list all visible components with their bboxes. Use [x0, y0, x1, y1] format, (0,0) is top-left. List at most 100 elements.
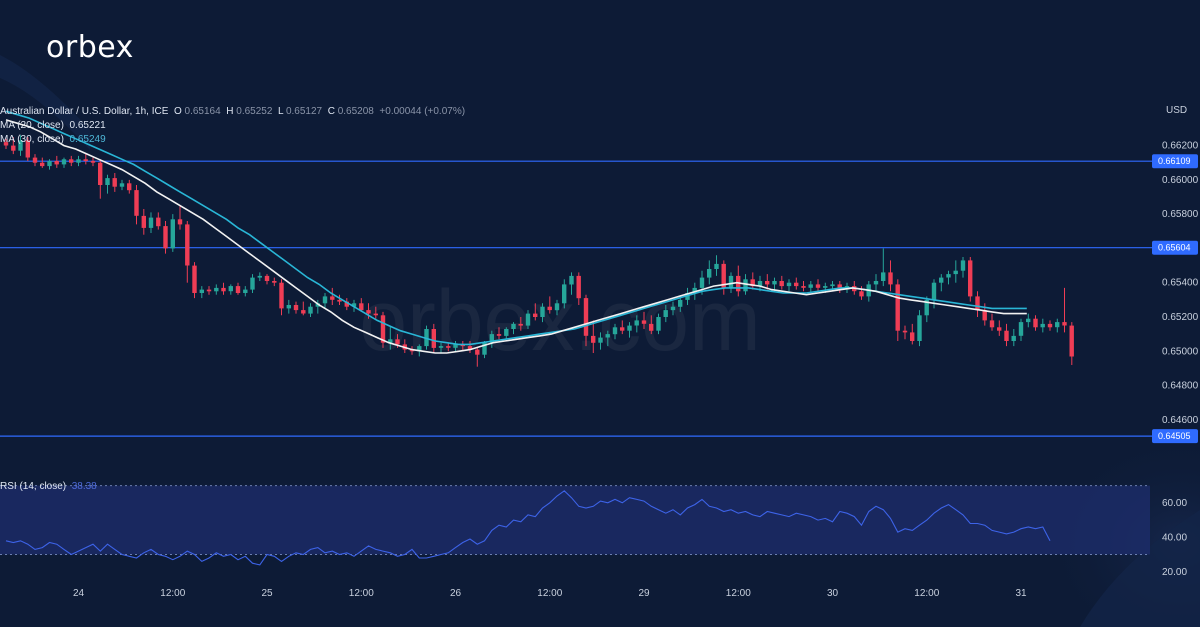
candle-body	[127, 183, 132, 191]
candle-body	[1069, 325, 1074, 357]
price-level-label: 0.65604	[1158, 243, 1191, 253]
candle-body	[533, 313, 538, 317]
time-axis-tick: 31	[1015, 588, 1027, 599]
time-axis-tick: 12:00	[914, 588, 939, 599]
candle-body	[47, 161, 52, 167]
rsi-axis-tick: 60.00	[1162, 498, 1187, 509]
candle-body	[496, 334, 502, 336]
price-axis-tick: 0.65000	[1162, 346, 1199, 357]
candle	[446, 342, 451, 352]
price-axis-tick: 0.64800	[1162, 381, 1199, 392]
candle	[47, 159, 52, 170]
candle	[156, 212, 161, 230]
candle	[264, 274, 270, 285]
candle-body	[620, 327, 625, 331]
candle-body	[598, 337, 603, 343]
candle-body	[286, 305, 291, 309]
candle	[888, 260, 893, 292]
time-axis-tick: 12:00	[537, 588, 562, 599]
candle	[591, 320, 596, 353]
candle-body	[243, 289, 248, 293]
candle-body	[322, 296, 328, 304]
candle-body	[997, 327, 1002, 331]
legend-c-label: C	[327, 106, 335, 117]
candle	[685, 287, 690, 305]
candle-body	[395, 339, 400, 345]
candle	[388, 325, 393, 350]
candle	[721, 260, 726, 295]
candle-body	[221, 287, 226, 292]
candle-body	[366, 310, 371, 314]
candle-body	[699, 277, 705, 288]
candle-body	[1040, 323, 1045, 328]
candle	[431, 323, 436, 353]
candle	[32, 154, 38, 167]
candle-body	[453, 344, 458, 348]
candle-body	[3, 142, 9, 146]
candle-body	[330, 296, 335, 300]
candle	[11, 137, 16, 155]
candle	[1040, 318, 1045, 333]
candle	[649, 315, 654, 335]
candle-body	[591, 335, 596, 343]
legend-h-value: 0.65252	[236, 106, 273, 117]
candle	[1047, 320, 1053, 331]
candle	[946, 270, 951, 285]
candle	[460, 341, 465, 352]
price-axis-tick: 0.66200	[1162, 141, 1199, 152]
candle	[235, 282, 241, 295]
candle	[337, 294, 342, 305]
rsi-band	[0, 485, 1150, 555]
price-level-label: 0.66109	[1158, 156, 1191, 166]
candle-body	[772, 281, 777, 285]
candle-body	[605, 334, 610, 338]
time-axis-tick: 12:00	[349, 588, 374, 599]
candle-body	[489, 334, 494, 343]
candle	[90, 157, 96, 167]
price-level-tag	[1152, 240, 1198, 255]
candle-body	[61, 159, 67, 165]
background-ribbon	[1080, 510, 1200, 627]
candle	[25, 137, 30, 161]
legend-l-value: 0.65127	[285, 106, 323, 117]
candle	[272, 277, 277, 287]
candle	[910, 323, 915, 345]
candle-body	[670, 306, 676, 311]
legend-change: +0.00044 (+0.07%)	[379, 106, 466, 117]
candle-body	[308, 306, 313, 314]
candle	[533, 303, 538, 321]
candle	[438, 342, 444, 353]
legend-rsi-label: RSI (14, close)	[0, 481, 67, 492]
candle	[61, 157, 67, 168]
candle-body	[156, 217, 161, 227]
candle-body	[511, 323, 516, 329]
candle	[518, 317, 523, 331]
candle-body	[1018, 322, 1024, 336]
legend-ma20-label: MA (20, close)	[0, 120, 64, 131]
candle-body	[279, 282, 284, 309]
candle	[482, 341, 487, 359]
candle-body	[25, 140, 30, 158]
candle	[562, 279, 567, 309]
candle-body	[264, 275, 270, 281]
rsi-line	[5, 490, 1051, 566]
candle	[127, 179, 132, 194]
candle	[1069, 322, 1074, 365]
time-axis-tick: 12:00	[726, 588, 751, 599]
candle-body	[888, 272, 893, 285]
candle	[286, 299, 291, 314]
candle-body	[424, 329, 429, 347]
candle-body	[583, 298, 589, 336]
candle	[779, 275, 784, 290]
candle	[3, 138, 9, 149]
candle-body	[902, 330, 908, 333]
candle-body	[475, 349, 480, 355]
candle	[467, 341, 473, 353]
legend-c-value: 0.65208	[337, 106, 374, 117]
candle-body	[540, 306, 545, 317]
time-axis-tick: 12:00	[160, 588, 185, 599]
time-axis-tick: 29	[638, 588, 650, 599]
candle-body	[235, 286, 241, 293]
candle	[199, 286, 204, 299]
candle	[475, 347, 480, 367]
